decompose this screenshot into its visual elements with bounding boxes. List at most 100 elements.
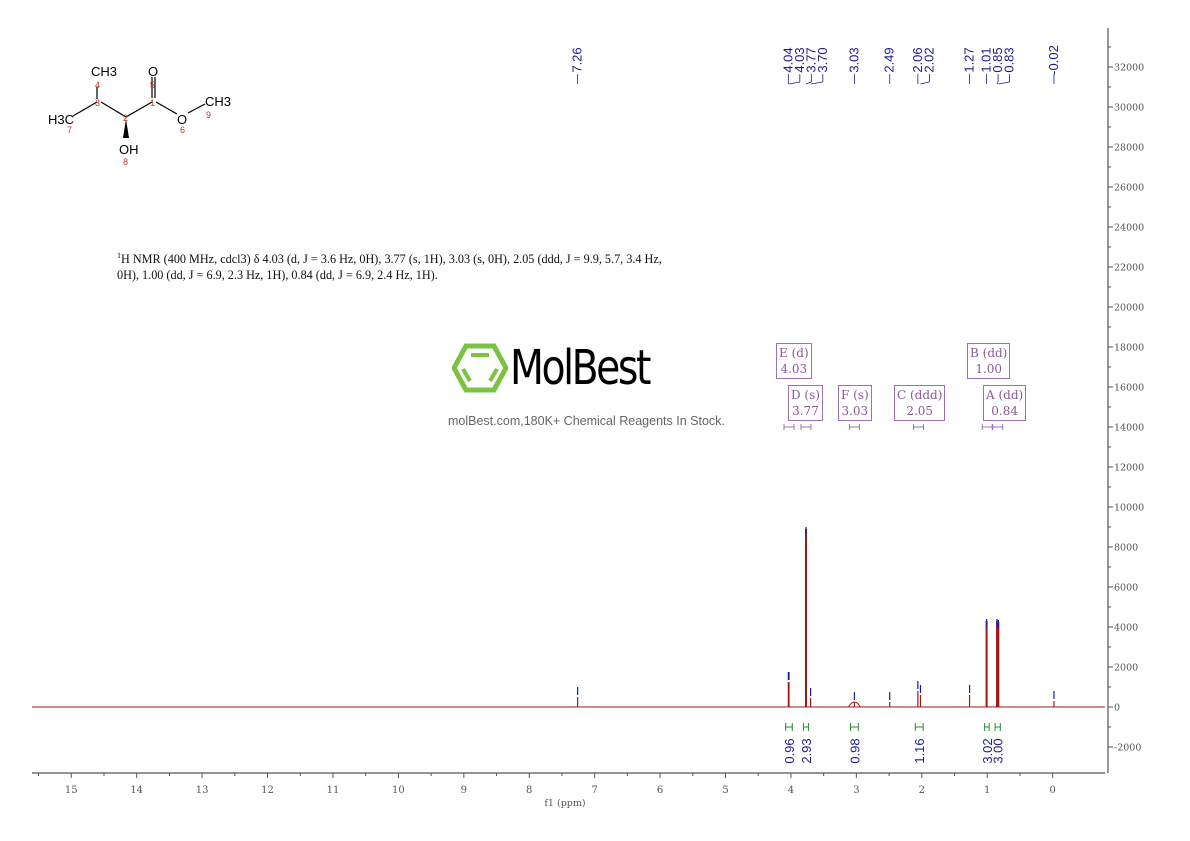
multiplet-shift: 2.05 bbox=[906, 404, 934, 418]
y-tick-label: 28000 bbox=[1114, 143, 1144, 154]
atom-number: 3 bbox=[95, 98, 100, 108]
peak-label: 4.04 bbox=[780, 47, 795, 72]
multiplet-box: A (dd) 0.84 bbox=[983, 385, 1027, 421]
multiplet-shift: 4.03 bbox=[780, 362, 808, 376]
multiplet-label: B (dd) bbox=[970, 346, 1008, 360]
integral-value: 3.00 bbox=[991, 738, 1006, 763]
x-tick-label: 3 bbox=[853, 785, 859, 796]
multiplet-label: E (d) bbox=[779, 346, 809, 360]
multiplet-range-marker bbox=[848, 424, 860, 430]
nucleus-superscript: 1 bbox=[117, 251, 121, 260]
multiplet-range-marker bbox=[800, 424, 812, 430]
nmr-description-text: H NMR (400 MHz, cdcl3) δ 4.03 (d, J = 3.… bbox=[117, 252, 662, 283]
integral-value: 3.02 bbox=[980, 738, 995, 763]
multiplet-range-marker bbox=[981, 424, 993, 430]
atom-ch3-top: CH3 bbox=[91, 64, 117, 79]
x-tick-label: 10 bbox=[392, 785, 405, 796]
integral-bracket bbox=[802, 723, 810, 731]
peak-label-connector bbox=[805, 74, 812, 85]
atom-h3c-left: H3C bbox=[48, 112, 74, 127]
atom-number: 6 bbox=[180, 125, 185, 135]
y-tick-label: 30000 bbox=[1114, 103, 1144, 114]
molbest-hexagon-logo-icon bbox=[452, 343, 508, 393]
x-tick-label: 9 bbox=[461, 785, 467, 796]
peak-label: 1.27 bbox=[962, 47, 977, 72]
multiplet-label: C (ddd) bbox=[897, 388, 943, 402]
peak-label-connector bbox=[788, 74, 801, 85]
y-tick-label: 24000 bbox=[1114, 223, 1144, 234]
peak-label-connector bbox=[998, 74, 1010, 85]
integral-bracket bbox=[984, 723, 990, 731]
y-tick-label: 32000 bbox=[1114, 63, 1144, 74]
y-tick-label: 8000 bbox=[1114, 543, 1138, 554]
x-tick-label: 12 bbox=[261, 785, 274, 796]
peak-label: 2.06 bbox=[910, 47, 925, 72]
multiplet-label: D (s) bbox=[791, 388, 820, 402]
multiplet-shift: 3.03 bbox=[841, 404, 869, 418]
y-tick-label: 26000 bbox=[1114, 183, 1144, 194]
peak-label: -0.02 bbox=[1046, 45, 1061, 75]
multiplet-range-marker bbox=[913, 424, 925, 430]
peak-label: 1.01 bbox=[979, 47, 994, 72]
multiplet-box: B (dd) 1.00 bbox=[967, 343, 1011, 379]
peak-label-connector bbox=[810, 74, 824, 85]
multiplet-shift: 1.00 bbox=[975, 362, 1003, 376]
molbest-brand: MolBest bbox=[510, 340, 651, 396]
x-tick-label: 8 bbox=[526, 785, 532, 796]
peak-label: 3.77 bbox=[803, 47, 818, 72]
atom-ch3-right: CH3 bbox=[205, 94, 231, 109]
atom-number: 8 bbox=[123, 157, 128, 167]
peak-label: 0.83 bbox=[1002, 47, 1017, 72]
integral-value: 0.96 bbox=[782, 738, 797, 763]
atom-number: 2 bbox=[123, 113, 128, 123]
x-tick-label: 1 bbox=[984, 785, 990, 796]
multiplet-range-marker bbox=[783, 424, 795, 430]
x-tick-label: 14 bbox=[130, 785, 143, 796]
y-tick-label: 10000 bbox=[1114, 503, 1144, 514]
y-tick-label: -2000 bbox=[1114, 743, 1141, 754]
x-tick-label: 0 bbox=[1049, 785, 1055, 796]
multiplet-label: A (dd) bbox=[986, 388, 1024, 402]
x-axis-label: f1 (ppm) bbox=[544, 798, 585, 809]
integral-bracket bbox=[914, 723, 924, 731]
multiplet-shift: 0.84 bbox=[991, 404, 1018, 418]
y-tick-label: 2000 bbox=[1114, 663, 1138, 674]
peak-label: 2.49 bbox=[882, 47, 897, 72]
integral-bracket bbox=[785, 723, 793, 731]
atom-o-ester: O bbox=[177, 112, 187, 127]
y-tick-label: 4000 bbox=[1114, 623, 1138, 634]
multiplet-box: D (s) 3.77 bbox=[788, 385, 823, 421]
atom-number: 7 bbox=[67, 125, 72, 135]
x-tick-label: 4 bbox=[788, 785, 794, 796]
y-tick-label: 22000 bbox=[1114, 263, 1144, 274]
atom-number: 1 bbox=[150, 98, 155, 108]
x-tick-label: 15 bbox=[65, 785, 78, 796]
y-tick-label: 14000 bbox=[1114, 423, 1144, 434]
molbest-tagline: molBest.com,180K+ Chemical Reagents In S… bbox=[448, 414, 725, 428]
y-tick-label: 12000 bbox=[1114, 463, 1144, 474]
atom-o-carbonyl: O bbox=[148, 64, 158, 79]
atom-number: 5 bbox=[150, 80, 155, 90]
peak-label: 3.03 bbox=[846, 47, 861, 72]
x-tick-label: 5 bbox=[722, 785, 728, 796]
multiplet-box: F (s) 3.03 bbox=[838, 385, 872, 421]
multiplet-shift: 3.77 bbox=[792, 404, 819, 418]
multiplet-range-marker bbox=[992, 424, 1004, 430]
y-tick-label: 20000 bbox=[1114, 303, 1144, 314]
integral-value: 2.93 bbox=[799, 738, 814, 763]
y-tick-label: 16000 bbox=[1114, 383, 1144, 394]
atom-number: 4 bbox=[95, 80, 100, 90]
y-tick-label: 6000 bbox=[1114, 583, 1138, 594]
integral-bracket bbox=[849, 723, 859, 731]
multiplet-box: C (ddd) 2.05 bbox=[894, 385, 946, 421]
atom-oh: OH bbox=[119, 142, 139, 157]
peak-label: 3.70 bbox=[815, 47, 830, 72]
peak-label: 7.26 bbox=[570, 47, 585, 72]
y-tick-label: 0 bbox=[1114, 703, 1120, 714]
molecule-structure: CH3 O H3C O CH3 OH 1 2 3 4 5 6 7 8 9 bbox=[48, 64, 231, 167]
x-tick-label: 7 bbox=[591, 785, 597, 796]
x-tick-label: 6 bbox=[657, 785, 663, 796]
integral-value: 0.98 bbox=[847, 738, 862, 763]
peak-label: 4.03 bbox=[792, 47, 807, 72]
